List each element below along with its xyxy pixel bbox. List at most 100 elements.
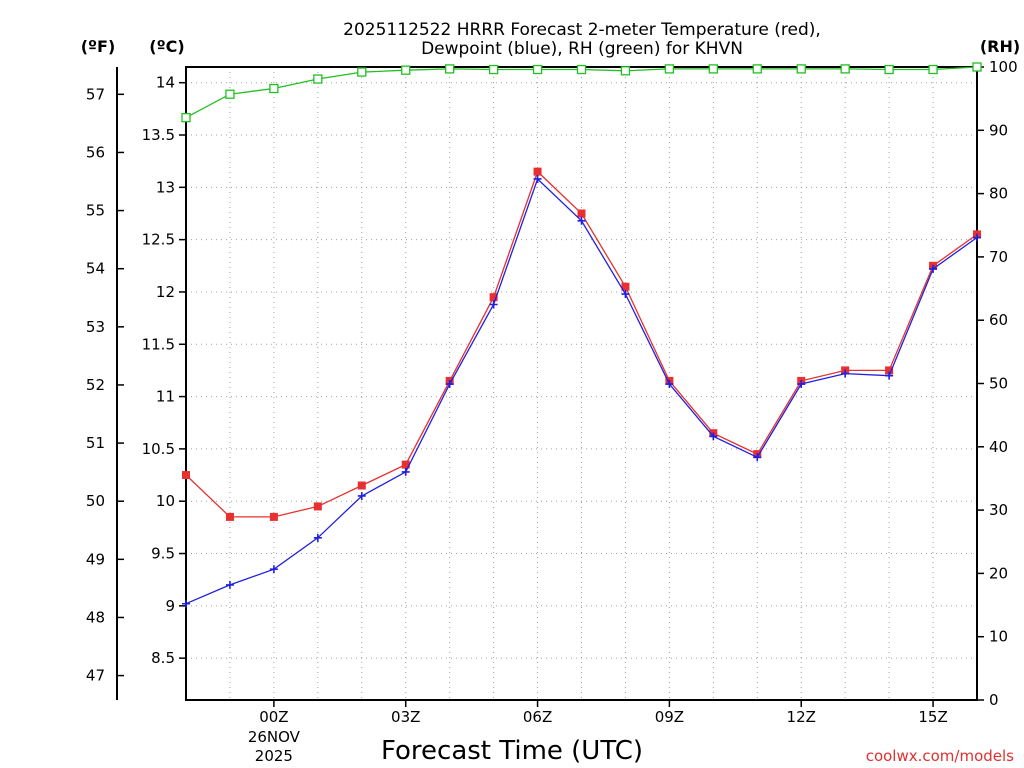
rh-tick-label: 50: [989, 375, 1008, 393]
temperature-point: [401, 460, 410, 469]
rh-point: [928, 64, 938, 75]
rh-tick-label: 0: [989, 691, 999, 709]
chart-title-line-2: Dewpoint (blue), RH (green) for KHVN: [421, 39, 743, 59]
fahrenheit-tick-label: 55: [86, 202, 105, 220]
plot-frame: [185, 66, 978, 701]
axis-ticks: 8.5 9 9.5 10 10.5 11 11.5 12 12.5 13 13.5 14 47 48 49 5…: [86, 58, 1018, 765]
time-tick-label: 06Z: [523, 708, 552, 726]
rh-point: [884, 64, 894, 75]
fahrenheit-tick-label: 47: [86, 667, 105, 685]
celsius-tick-label: 9: [165, 597, 175, 615]
dewpoint-point: [182, 599, 190, 608]
grid-lines: [186, 67, 977, 700]
temperature-point: [357, 481, 366, 490]
rh-point: [357, 67, 367, 77]
temperature-point: [182, 471, 190, 480]
dewpoint-point: [357, 491, 366, 500]
rh-point: [532, 64, 543, 75]
celsius-tick-label: 10.5: [142, 440, 175, 458]
fahrenheit-tick-label: 49: [86, 550, 105, 568]
dewpoint-point: [577, 216, 586, 225]
celsius-tick-label: 11: [156, 388, 175, 406]
temperature-point: [313, 502, 322, 511]
rh-point: [620, 66, 631, 76]
temperature-point: [269, 512, 278, 521]
rh-tick-label: 20: [989, 564, 1008, 582]
data-series: [181, 62, 982, 608]
celsius-axis-unit: (ºC): [149, 37, 184, 56]
celsius-tick-label: 12: [156, 283, 175, 301]
rh-tick-label: 70: [989, 248, 1008, 266]
fahrenheit-axis-unit: (ºF): [81, 37, 116, 56]
rh-point: [313, 74, 323, 84]
rh-point: [269, 83, 279, 94]
dewpoint-point: [709, 432, 718, 441]
time-tick-label: 12Z: [787, 708, 816, 726]
dewpoint-point: [533, 174, 542, 183]
rh-axis-unit: (RH): [980, 37, 1020, 56]
rh-point: [796, 64, 806, 74]
temperature-point: [225, 512, 234, 521]
fahrenheit-tick-label: 48: [86, 608, 105, 626]
rh-point: [664, 64, 675, 74]
dewpoint-point: [841, 369, 850, 378]
celsius-tick-label: 10: [156, 492, 175, 510]
rh-point: [708, 64, 718, 74]
celsius-tick-label: 12.5: [142, 231, 175, 249]
date-label: 26NOV: [248, 728, 301, 746]
celsius-tick-label: 13.5: [142, 126, 175, 144]
time-tick-label: 15Z: [918, 708, 947, 726]
chart-title-line-1: 2025112522 HRRR Forecast 2-meter Tempera…: [343, 20, 821, 40]
fahrenheit-tick-label: 53: [86, 318, 105, 336]
temperature-point: [489, 293, 498, 302]
dewpoint-point: [269, 565, 278, 574]
rh-point: [181, 112, 191, 123]
temperature-point: [621, 282, 630, 291]
fahrenheit-tick-label: 50: [86, 492, 105, 510]
dewpoint-point: [401, 467, 410, 476]
fahrenheit-tick-label: 54: [86, 260, 105, 278]
rh-tick-label: 100: [989, 58, 1018, 76]
dewpoint-point: [929, 264, 938, 273]
dewpoint-point: [797, 380, 806, 389]
fahrenheit-tick-label: 56: [86, 143, 105, 161]
rh-tick-label: 80: [989, 185, 1008, 203]
rh-tick-label: 60: [989, 311, 1008, 329]
rh-point: [488, 64, 499, 75]
credit-text: coolwx.com/models: [866, 747, 1014, 765]
celsius-tick-label: 14: [156, 74, 175, 92]
dewpoint-point: [489, 300, 498, 309]
temperature-point: [885, 366, 894, 375]
dewpoint-point: [665, 380, 674, 389]
celsius-tick-label: 13: [156, 178, 175, 196]
dewpoint-point: [753, 453, 762, 462]
temperature-point: [577, 209, 586, 218]
year-label: 2025: [255, 747, 293, 765]
rh-point: [576, 64, 587, 75]
dewpoint-point: [973, 233, 981, 242]
rh-point: [840, 64, 850, 74]
rh-tick-label: 10: [989, 628, 1008, 646]
time-tick-label: 00Z: [259, 708, 288, 726]
dewpoint-point: [225, 580, 234, 589]
fahrenheit-tick-label: 57: [86, 85, 105, 103]
celsius-tick-label: 11.5: [142, 335, 175, 353]
time-tick-label: 03Z: [391, 708, 420, 726]
rh-tick-label: 90: [989, 121, 1008, 139]
dewpoint-point: [621, 290, 630, 299]
rh-point: [225, 89, 235, 99]
rh-point: [401, 65, 411, 75]
rh-point: [972, 62, 982, 72]
time-tick-label: 09Z: [655, 708, 684, 726]
rh-point: [445, 64, 455, 74]
dewpoint-point: [313, 533, 322, 542]
temperature-point: [533, 167, 542, 176]
rh-point: [752, 64, 762, 74]
rh-tick-label: 40: [989, 438, 1008, 456]
fahrenheit-tick-label: 52: [86, 376, 105, 394]
dewpoint-point: [445, 380, 454, 389]
celsius-tick-label: 8.5: [151, 649, 175, 667]
celsius-tick-label: 9.5: [151, 545, 175, 563]
fahrenheit-tick-label: 51: [86, 434, 105, 452]
